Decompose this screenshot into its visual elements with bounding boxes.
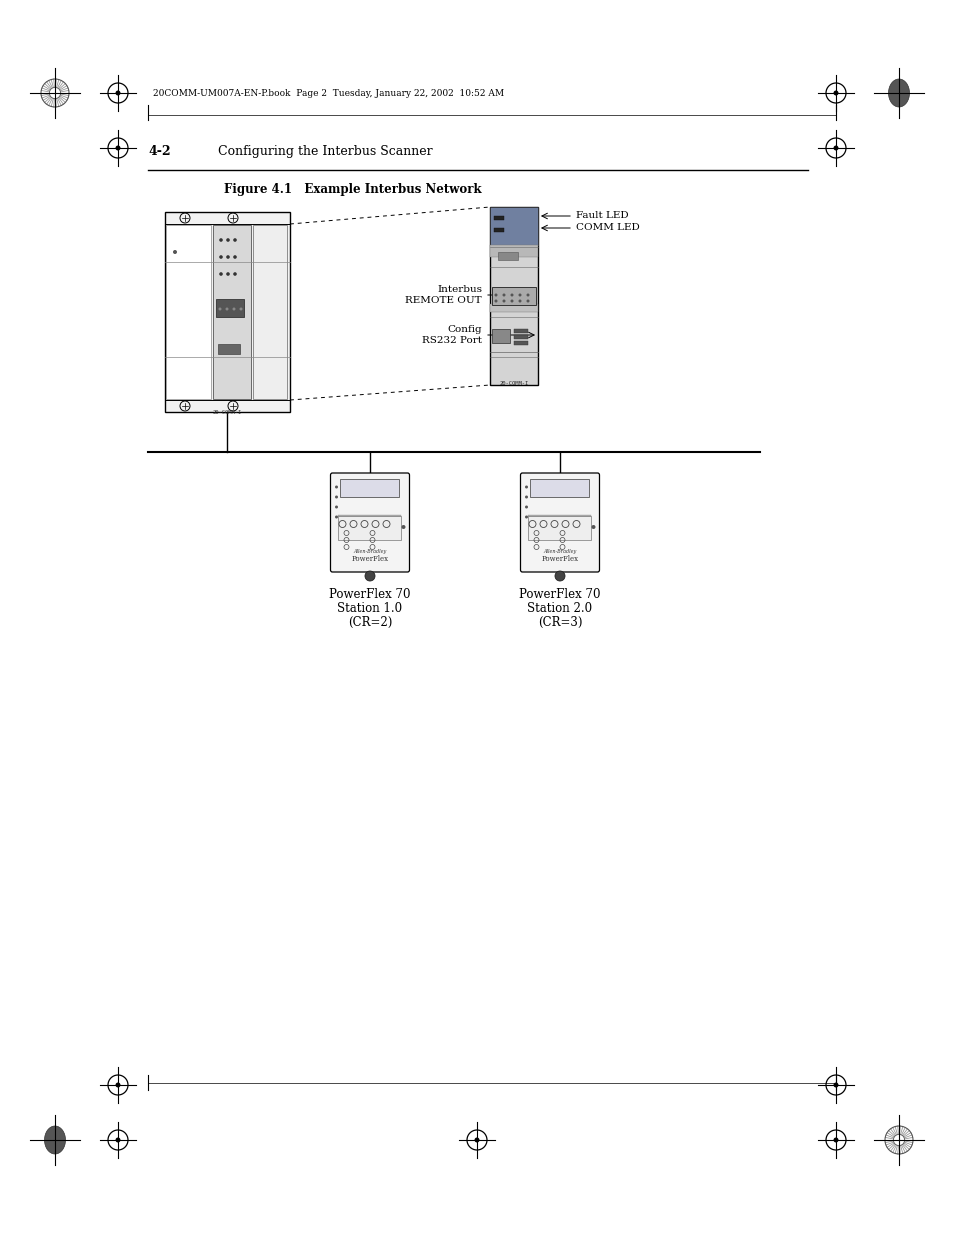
Text: PowerFlex 70: PowerFlex 70	[329, 588, 411, 601]
Circle shape	[892, 1135, 903, 1146]
Circle shape	[502, 300, 505, 303]
Text: Configuring the Interbus Scanner: Configuring the Interbus Scanner	[218, 144, 432, 158]
Circle shape	[115, 1137, 120, 1142]
Bar	[490, 304, 537, 312]
Text: PowerFlex: PowerFlex	[541, 555, 578, 563]
Circle shape	[115, 146, 120, 151]
Circle shape	[233, 238, 236, 242]
Bar	[490, 207, 537, 245]
Bar	[492, 329, 510, 343]
Bar	[253, 225, 287, 399]
Bar	[514, 335, 527, 338]
Circle shape	[219, 238, 223, 242]
Circle shape	[494, 294, 497, 296]
FancyBboxPatch shape	[330, 473, 409, 572]
Circle shape	[524, 485, 527, 489]
Circle shape	[526, 300, 529, 303]
Circle shape	[524, 515, 527, 519]
Text: PowerFlex 70: PowerFlex 70	[518, 588, 600, 601]
Bar	[530, 479, 589, 496]
Circle shape	[833, 1083, 838, 1088]
Bar	[497, 252, 517, 261]
Circle shape	[233, 308, 235, 310]
Circle shape	[218, 308, 221, 310]
Circle shape	[335, 485, 337, 489]
Ellipse shape	[887, 79, 908, 107]
Text: Station 2.0: Station 2.0	[527, 601, 592, 615]
Text: Config
RS232 Port: Config RS232 Port	[421, 325, 481, 345]
Ellipse shape	[45, 1126, 66, 1153]
Bar	[494, 216, 503, 220]
Bar	[165, 212, 290, 412]
Bar	[494, 228, 503, 232]
Circle shape	[219, 272, 223, 275]
Circle shape	[833, 146, 838, 151]
Text: 20COMM-UM007A-EN-P.book  Page 2  Tuesday, January 22, 2002  10:52 AM: 20COMM-UM007A-EN-P.book Page 2 Tuesday, …	[152, 89, 503, 98]
Circle shape	[526, 294, 529, 296]
Circle shape	[335, 515, 337, 519]
Bar	[492, 287, 536, 305]
Bar	[340, 479, 399, 496]
Circle shape	[365, 571, 375, 580]
Bar	[166, 225, 211, 399]
Circle shape	[474, 1137, 479, 1142]
Circle shape	[833, 1137, 838, 1142]
Bar	[514, 341, 527, 345]
Circle shape	[524, 505, 527, 509]
Bar	[514, 329, 527, 333]
Circle shape	[335, 505, 337, 509]
Circle shape	[226, 238, 230, 242]
Circle shape	[115, 1083, 120, 1088]
Circle shape	[502, 294, 505, 296]
Circle shape	[591, 525, 595, 529]
Circle shape	[494, 300, 497, 303]
Circle shape	[518, 300, 521, 303]
Text: Fault LED: Fault LED	[576, 210, 628, 220]
Circle shape	[172, 249, 177, 254]
Bar	[213, 225, 251, 399]
Bar	[490, 207, 537, 385]
Circle shape	[518, 294, 521, 296]
Circle shape	[226, 272, 230, 275]
Circle shape	[239, 308, 242, 310]
Text: 20-COMM-I: 20-COMM-I	[213, 410, 242, 415]
Circle shape	[233, 256, 236, 259]
Bar	[338, 516, 401, 540]
Bar	[215, 299, 244, 317]
Circle shape	[555, 571, 564, 580]
Circle shape	[335, 495, 337, 499]
Circle shape	[115, 90, 120, 95]
Text: COMM LED: COMM LED	[576, 222, 639, 231]
Text: PowerFlex: PowerFlex	[351, 555, 388, 563]
Text: Allen-Bradley: Allen-Bradley	[353, 548, 386, 553]
Text: Allen-Bradley: Allen-Bradley	[543, 548, 576, 553]
Bar	[528, 515, 591, 517]
Bar	[490, 245, 537, 257]
Text: 4-2: 4-2	[148, 144, 171, 158]
Circle shape	[225, 308, 229, 310]
FancyBboxPatch shape	[520, 473, 598, 572]
Text: Figure 4.1   Example Interbus Network: Figure 4.1 Example Interbus Network	[224, 183, 481, 196]
Text: (CR=3): (CR=3)	[537, 616, 581, 629]
Circle shape	[833, 90, 838, 95]
Bar	[338, 515, 401, 517]
Circle shape	[510, 300, 513, 303]
Circle shape	[226, 256, 230, 259]
Circle shape	[401, 525, 405, 529]
Circle shape	[510, 294, 513, 296]
Text: (CR=2): (CR=2)	[348, 616, 392, 629]
Bar	[218, 345, 240, 354]
Bar	[528, 516, 591, 540]
Circle shape	[233, 272, 236, 275]
Circle shape	[219, 256, 223, 259]
Text: 20-COMM-I: 20-COMM-I	[498, 382, 528, 387]
Circle shape	[524, 495, 527, 499]
Circle shape	[50, 88, 61, 99]
Text: Station 1.0: Station 1.0	[337, 601, 402, 615]
Text: Interbus
REMOTE OUT: Interbus REMOTE OUT	[405, 285, 481, 305]
